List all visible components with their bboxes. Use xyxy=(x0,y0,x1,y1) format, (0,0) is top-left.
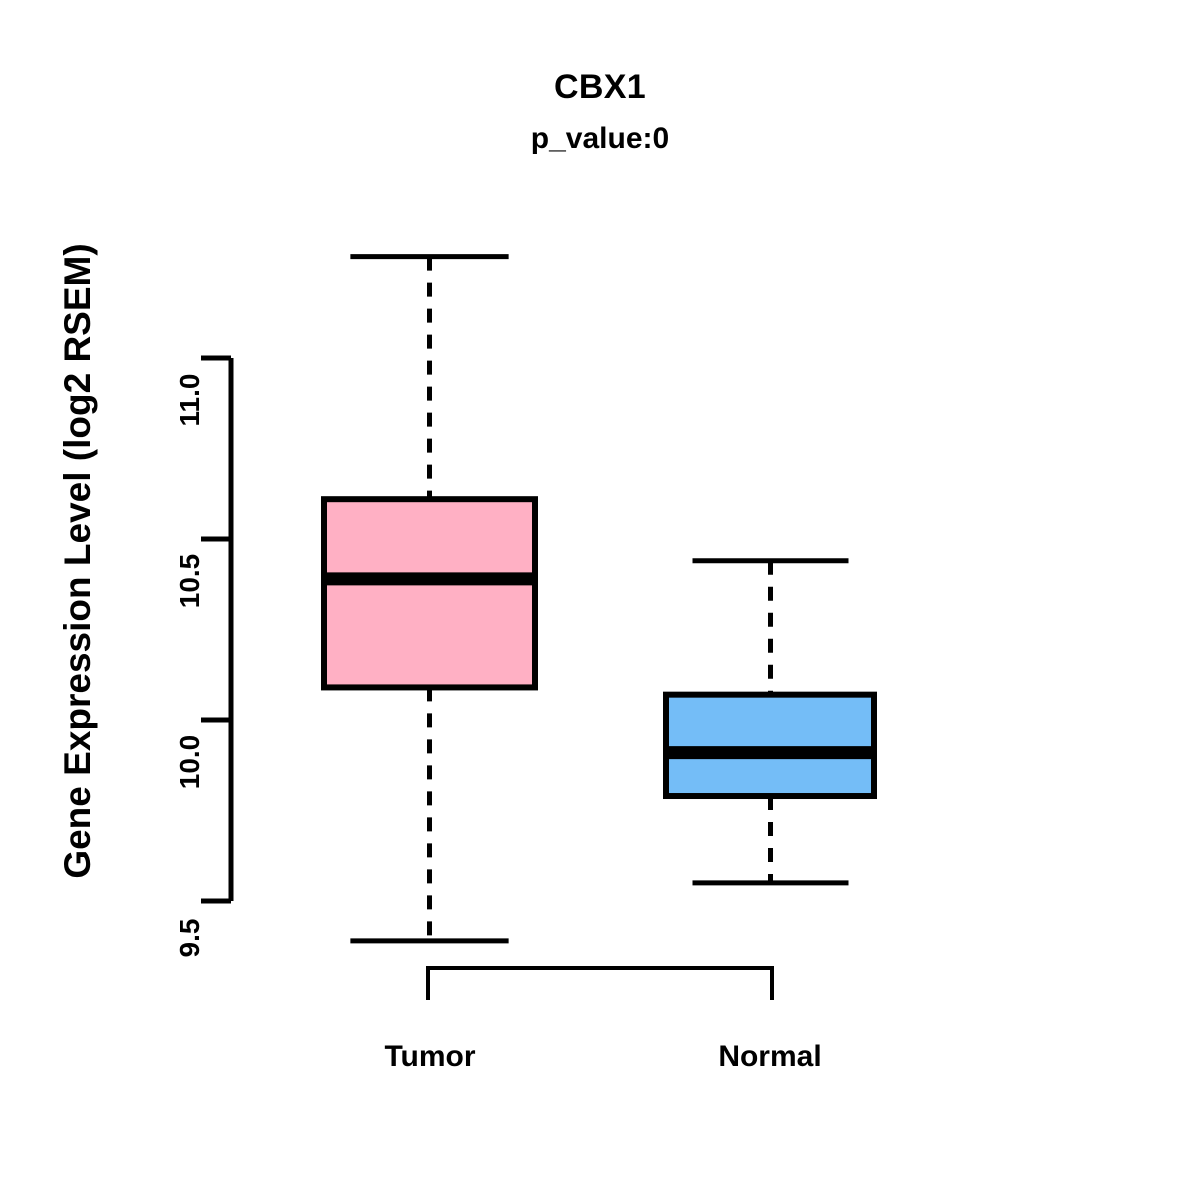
chart-subtitle: p_value:0 xyxy=(530,122,670,155)
x-axis-bracket xyxy=(426,966,774,1000)
x-axis xyxy=(426,966,774,1000)
y-axis xyxy=(201,355,234,904)
box-series xyxy=(321,254,877,944)
box-normal xyxy=(663,558,877,886)
page-title: CBX1 xyxy=(554,68,646,106)
x-tick-label-normal: Normal xyxy=(718,1040,822,1073)
x-tick-label-tumor: Tumor xyxy=(384,1040,476,1073)
box-rect-tumor xyxy=(321,496,538,691)
box-rect-normal xyxy=(663,691,877,800)
box-tumor xyxy=(321,254,538,944)
